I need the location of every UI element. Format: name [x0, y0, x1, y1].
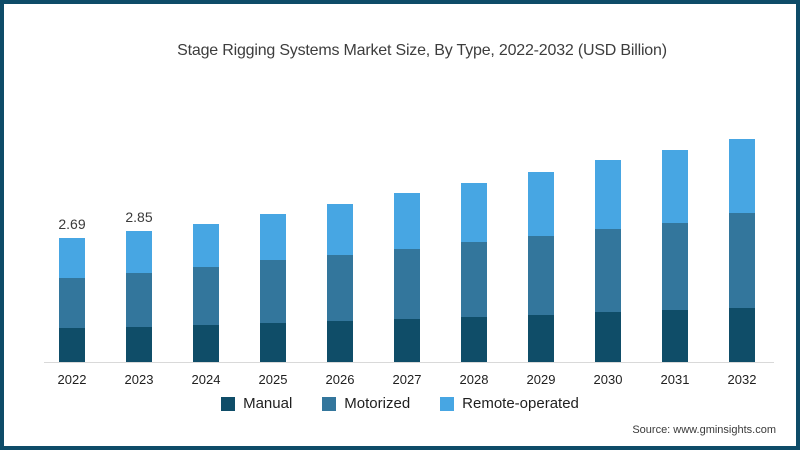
legend: Manual Motorized Remote-operated: [4, 395, 796, 412]
legend-item-motorized: Motorized: [322, 395, 410, 412]
bar-2025-remote-operated: [260, 214, 286, 260]
bar-2032-motorized: [729, 213, 755, 308]
legend-label-motorized: Motorized: [344, 395, 411, 412]
bar-2025-motorized: [260, 260, 286, 323]
bar-2026-remote-operated: [327, 204, 353, 255]
bar-2028-motorized: [461, 242, 487, 317]
bar-2024-remote-operated: [193, 224, 219, 267]
bar-2026-motorized: [327, 255, 353, 321]
x-tick-2027: 2027: [392, 372, 422, 387]
bar-2029-remote-operated: [528, 172, 554, 236]
bar-2024-motorized: [193, 267, 219, 325]
bar-2025-manual: [260, 323, 286, 362]
bar-2022-remote-operated: [59, 238, 85, 278]
bar-2030-manual: [595, 312, 621, 362]
bar-2031-manual: [662, 310, 688, 362]
legend-label-manual: Manual: [243, 395, 293, 412]
value-label-2022: 2.69: [58, 216, 86, 232]
bar-2029-motorized: [528, 236, 554, 315]
legend-label-remote-operated: Remote-operated: [462, 395, 579, 412]
bar-2026-manual: [327, 321, 353, 362]
legend-item-manual: Manual: [221, 395, 292, 412]
bar-2023-remote-operated: [126, 231, 152, 273]
legend-swatch-remote-operated: [440, 396, 455, 411]
bar-2030-motorized: [595, 229, 621, 312]
plot-area: 2022 2.69 2023 2.85 2024 2025 2026 2027 2028 2029…: [4, 4, 796, 446]
x-tick-2029: 2029: [526, 372, 556, 387]
bar-2029-manual: [528, 315, 554, 362]
value-label-2023: 2.85: [125, 209, 153, 225]
bar-2022-manual: [59, 328, 85, 362]
legend-swatch-manual: [221, 396, 236, 411]
x-tick-2030: 2030: [593, 372, 623, 387]
bar-2030-remote-operated: [595, 160, 621, 229]
bar-2032-remote-operated: [729, 139, 755, 213]
x-axis-line: [44, 362, 774, 363]
bar-2023-motorized: [126, 273, 152, 327]
bar-2031-motorized: [662, 223, 688, 310]
bar-2028-remote-operated: [461, 183, 487, 242]
x-tick-2025: 2025: [258, 372, 288, 387]
x-tick-2028: 2028: [459, 372, 489, 387]
x-tick-2032: 2032: [727, 372, 757, 387]
bar-2032-manual: [729, 308, 755, 362]
x-tick-2024: 2024: [191, 372, 221, 387]
bar-2027-motorized: [394, 249, 420, 319]
bar-2027-remote-operated: [394, 193, 420, 249]
x-tick-2031: 2031: [660, 372, 690, 387]
bar-2022-motorized: [59, 278, 85, 328]
bar-2028-manual: [461, 317, 487, 362]
legend-item-remote-operated: Remote-operated: [440, 395, 579, 412]
bar-2023-manual: [126, 327, 152, 362]
source-text: Source: www.gminsights.com: [632, 424, 776, 436]
bar-2031-remote-operated: [662, 150, 688, 223]
bar-2027-manual: [394, 319, 420, 362]
chart-title: Stage Rigging Systems Market Size, By Ty…: [177, 42, 667, 59]
x-tick-2023: 2023: [124, 372, 154, 387]
bar-2024-manual: [193, 325, 219, 362]
x-tick-2022: 2022: [57, 372, 87, 387]
x-tick-2026: 2026: [325, 372, 355, 387]
legend-swatch-motorized: [322, 396, 337, 411]
